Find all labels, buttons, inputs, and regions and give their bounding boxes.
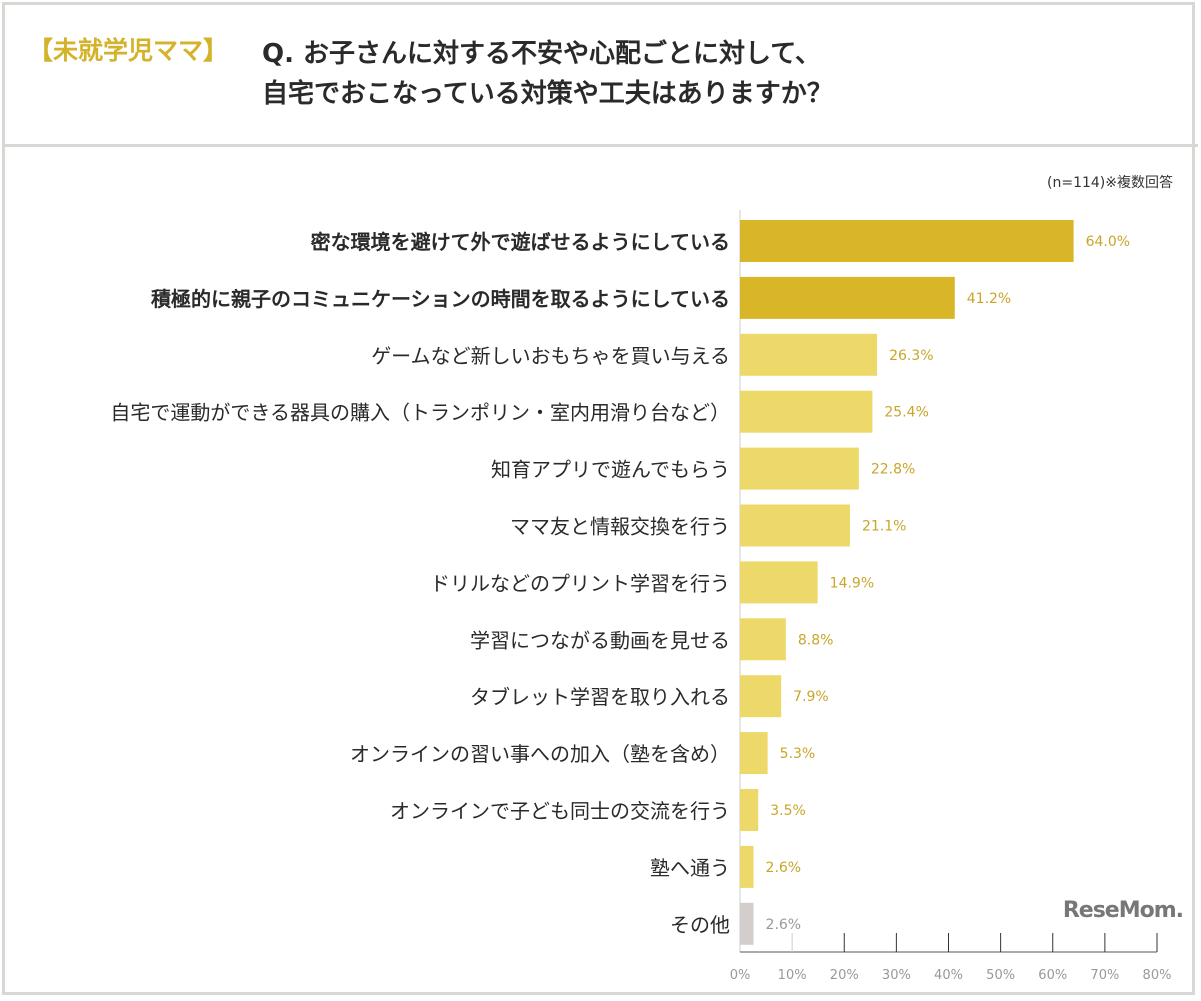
category-label: 密な環境を避けて外で遊ばせるようにしている — [311, 230, 730, 254]
bar — [740, 561, 818, 604]
category-label: ドリルなどのプリント学習を行う — [430, 571, 730, 595]
bar — [740, 789, 759, 831]
value-label: 26.3% — [889, 348, 933, 364]
x-tick-label: 0% — [730, 968, 751, 983]
category-label: オンラインで子ども同士の交流を行う — [390, 799, 730, 823]
value-label: 2.6% — [766, 917, 802, 933]
category-label: 自宅で運動ができる器具の購入（トランポリン・室内用滑り台など） — [110, 401, 730, 425]
category-label: ママ友と情報交換を行う — [510, 515, 730, 539]
x-tick-label: 10% — [778, 968, 807, 983]
title-line-2: 自宅でおこなっている対策や工夫はありますか？ — [262, 79, 833, 109]
value-label: 7.9% — [793, 689, 829, 705]
x-tick-label: 60% — [1038, 968, 1067, 983]
x-tick-label: 40% — [934, 968, 963, 983]
value-label: 5.3% — [780, 746, 816, 762]
bar — [740, 845, 754, 888]
value-label: 8.8% — [798, 632, 834, 648]
logo-watermark: ReseMom. — [1062, 898, 1184, 923]
x-tick-label: 20% — [830, 968, 859, 983]
bar — [740, 732, 768, 775]
bar — [740, 276, 955, 319]
value-label: 41.2% — [967, 291, 1011, 307]
segment-tag: 【未就学児ママ】 — [28, 36, 229, 65]
bar — [740, 390, 873, 433]
sample-note: (n=114)※複数回答 — [1047, 175, 1173, 191]
value-label: 22.8% — [871, 462, 915, 478]
bar — [740, 902, 754, 945]
title-line-1: Q. お子さんに対する不安や心配ごとに対して、 — [262, 39, 821, 69]
header-divider — [2, 144, 1198, 147]
category-label: ゲームなど新しいおもちゃを買い与える — [371, 344, 730, 368]
category-label: 学習につながる動画を見せる — [470, 628, 730, 652]
category-label: オンラインの習い事への加入（塾を含め） — [350, 742, 730, 766]
x-tick-label: 30% — [882, 968, 911, 983]
bar — [740, 220, 1074, 262]
bar — [740, 504, 850, 547]
value-label: 3.5% — [770, 803, 806, 819]
value-label: 2.6% — [766, 860, 802, 876]
value-label: 64.0% — [1086, 234, 1130, 250]
category-label: 積極的に親子のコミュニケーションの時間を取るようにしている — [151, 287, 730, 311]
x-tick-label: 50% — [986, 968, 1015, 983]
value-label: 14.9% — [830, 575, 874, 591]
category-label: その他 — [670, 913, 730, 937]
bar — [740, 333, 878, 376]
x-tick-label: 80% — [1143, 968, 1172, 983]
question-title: Q. お子さんに対する不安や心配ごとに対して、 自宅でおこなっている対策や工夫は… — [262, 34, 833, 114]
category-label: タブレット学習を取り入れる — [470, 685, 730, 709]
value-label: 21.1% — [862, 519, 906, 535]
bar — [740, 675, 782, 718]
bar — [740, 447, 859, 490]
category-label: 知育アプリで遊んでもらう — [491, 458, 730, 482]
bar — [740, 618, 786, 661]
category-label: 塾へ通う — [650, 856, 730, 880]
x-tick-label: 70% — [1090, 968, 1119, 983]
value-label: 25.4% — [884, 405, 928, 421]
